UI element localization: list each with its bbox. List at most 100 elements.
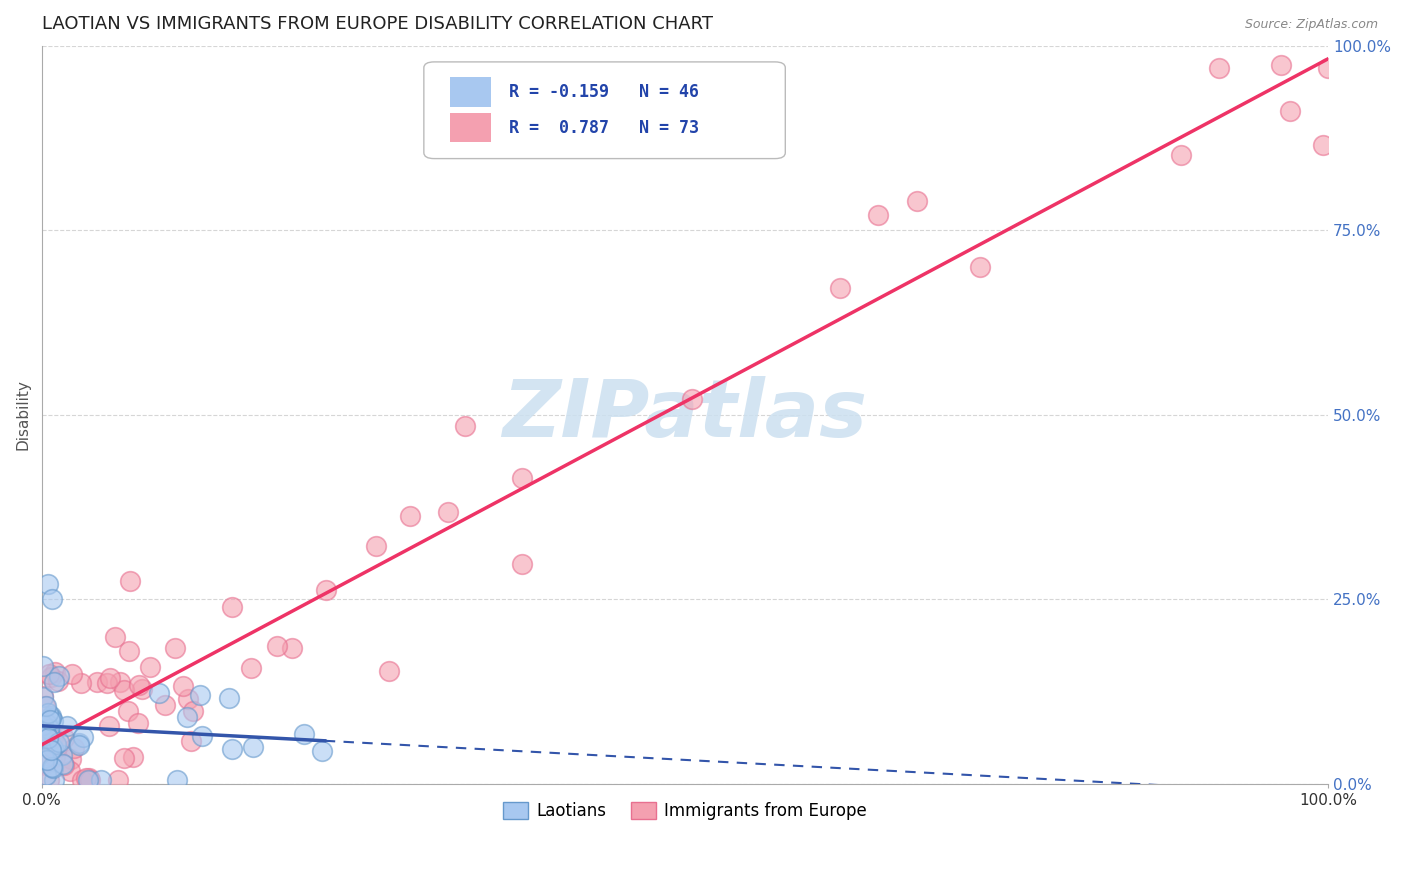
Point [281,640,304,655]
Point [510,471,533,485]
Point [1208,61,1230,75]
Point [67,738,90,752]
Point [1170,147,1192,161]
Point [177,692,200,706]
Point [37,731,59,745]
Text: ZIPatlas: ZIPatlas [502,376,868,454]
Point [53,731,76,746]
Point [221,599,243,614]
Point [35,698,58,713]
Point [79,772,101,787]
Point [51,748,73,763]
Point [218,691,240,706]
Point [52,757,75,772]
Point [32,714,55,728]
Point [39,713,62,727]
Y-axis label: Disability: Disability [15,379,30,450]
Point [138,659,160,673]
Point [42,761,65,775]
Point [128,678,150,692]
Point [42,675,65,690]
Point [42,772,65,787]
Point [72,730,94,744]
Point [41,739,63,753]
FancyBboxPatch shape [423,62,786,159]
Point [32,689,55,703]
Point [180,733,202,747]
Point [44,665,66,679]
Point [107,772,129,787]
Point [59,764,82,778]
Point [77,771,100,785]
Point [39,711,62,725]
Point [41,670,63,684]
Point [42,730,65,744]
Point [311,744,333,758]
Point [53,757,76,772]
Point [292,727,315,741]
Point [39,743,62,757]
Point [37,706,59,720]
Point [75,771,97,785]
Text: Source: ZipAtlas.com: Source: ZipAtlas.com [1244,18,1378,31]
Point [70,772,93,787]
Point [112,751,135,765]
Point [155,698,177,712]
Point [176,710,198,724]
Point [32,717,55,731]
Point [188,688,211,702]
Point [221,742,243,756]
Point [969,260,991,274]
Point [110,674,132,689]
Point [32,751,55,765]
Point [45,737,67,751]
Point [112,683,135,698]
Point [41,741,63,756]
Point [62,740,84,755]
Point [453,419,475,434]
Point [1317,61,1340,75]
Point [121,750,143,764]
Point [191,729,214,743]
Point [242,740,264,755]
Point [266,640,288,654]
Point [166,772,188,787]
Point [104,630,127,644]
Point [48,669,70,683]
Point [32,723,55,737]
Point [34,757,56,772]
Point [510,557,533,571]
Point [240,661,263,675]
Point [399,508,422,523]
Point [315,582,337,597]
Point [127,716,149,731]
Point [120,574,142,588]
Point [366,539,388,553]
Point [96,676,118,690]
Point [44,749,66,764]
Point [118,644,141,658]
Point [97,719,120,733]
Point [38,723,60,737]
Point [46,739,69,754]
Point [905,194,928,208]
Point [38,666,60,681]
Point [35,728,58,742]
Point [41,592,63,607]
Point [35,717,58,731]
Point [32,658,55,673]
Point [148,686,170,700]
Point [38,726,60,740]
Point [46,674,69,689]
Point [32,690,55,704]
Point [172,679,194,693]
Point [59,752,82,766]
Text: R = -0.159   N = 46: R = -0.159 N = 46 [509,83,699,101]
Point [866,209,889,223]
Point [117,704,139,718]
Point [378,665,401,679]
Point [830,281,852,295]
Point [48,735,70,749]
Point [41,714,63,729]
Point [34,699,56,714]
